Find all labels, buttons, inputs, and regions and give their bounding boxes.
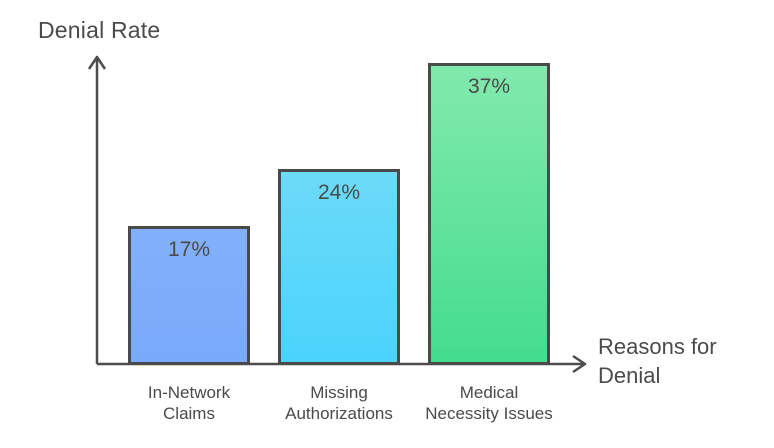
category-label-medical-necessity-issues: Medical Necessity Issues	[394, 382, 584, 424]
bar-medical-necessity-issues: 37%	[428, 63, 550, 365]
y-axis-title: Denial Rate	[38, 17, 161, 43]
bar-value-label: 17%	[167, 238, 211, 261]
bar-in-network-claims: 17%	[128, 226, 250, 365]
y-axis-arrowhead-icon	[87, 55, 107, 70]
bar-value-label: 24%	[317, 181, 361, 204]
category-label-line2: Necessity Issues	[425, 404, 553, 423]
x-axis-title: Reasons for Denial	[598, 332, 717, 390]
category-label-missing-authorizations: Missing Authorizations	[244, 382, 434, 424]
bar-missing-authorizations: 24%	[278, 169, 400, 365]
x-axis-title-line1: Reasons for	[598, 334, 717, 359]
x-axis-title-line2: Denial	[598, 363, 661, 388]
category-label-line2: Authorizations	[285, 404, 393, 423]
category-label-line1: In-Network	[147, 383, 231, 402]
bar-value-label: 37%	[467, 75, 511, 98]
category-label-line1: Missing	[310, 383, 368, 402]
x-axis-arrowhead-icon	[572, 354, 587, 374]
category-label-in-network-claims: In-Network Claims	[94, 382, 284, 424]
category-label-line1: Medical	[459, 383, 519, 402]
category-label-line2: Claims	[163, 404, 215, 423]
